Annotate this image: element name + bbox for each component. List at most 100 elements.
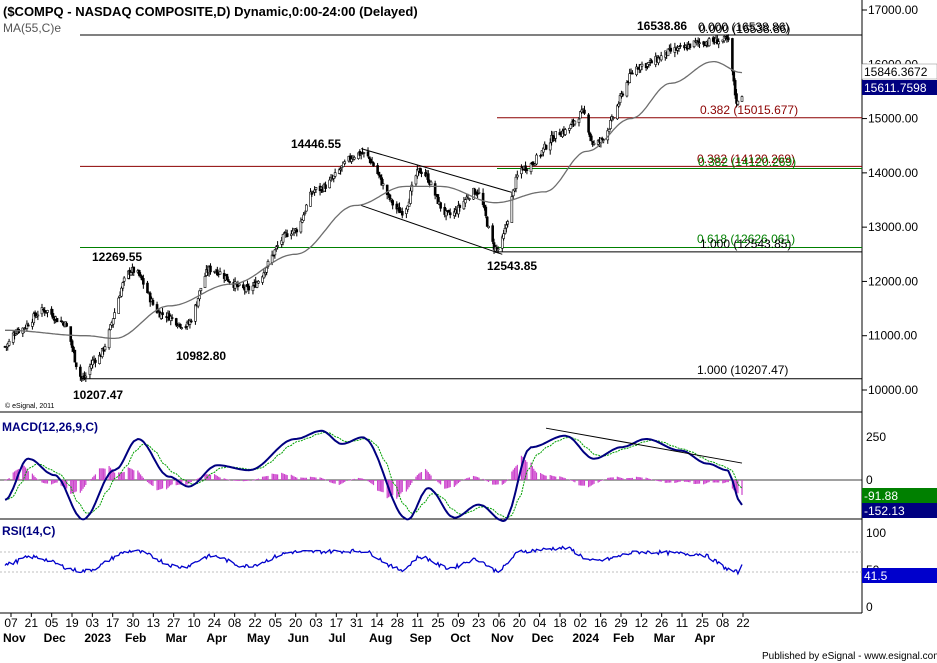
ma-value-text: 15846.3672 (864, 65, 928, 79)
candle-body (583, 109, 586, 114)
time-day-label: 20 (289, 616, 303, 630)
macd-hist-bar (534, 470, 536, 480)
candle-body (381, 183, 385, 186)
macd-hist-bar (494, 480, 497, 485)
candle-body (736, 100, 740, 105)
macd-hist-bar (340, 480, 342, 485)
macd-hist-bar (581, 480, 583, 486)
candle-body (55, 318, 59, 323)
candle-body (539, 155, 542, 157)
macd-hist-bar (371, 480, 373, 485)
candle-body (22, 328, 26, 330)
macd-hist-bar (26, 469, 28, 480)
candle-body (257, 281, 260, 284)
macd-hist-bar (689, 480, 691, 483)
macd-hist-bar (503, 480, 505, 484)
macd-hist-bar (372, 480, 375, 486)
candle-body (113, 312, 116, 319)
candle-body (209, 265, 212, 273)
macd-hist-bar (94, 474, 97, 480)
macd-hist-bar (15, 470, 17, 480)
macd-hist-bar (492, 480, 494, 485)
macd-hist-bar (582, 480, 584, 486)
macd-hist-bar (120, 472, 123, 480)
macd-hist-bar (429, 473, 431, 480)
candle-body (305, 204, 308, 212)
macd-hist-bar (350, 479, 353, 481)
macd-hist-bar (549, 475, 551, 480)
macd-hist-bar (513, 467, 516, 480)
macd-hist-bar (338, 480, 340, 485)
macd-hist-bar (52, 480, 54, 484)
candle-body (274, 246, 278, 249)
macd-hist-bar (398, 480, 401, 496)
time-day-label: 31 (350, 616, 364, 630)
candle-body (631, 72, 634, 75)
macd-hist-bar (331, 480, 334, 484)
candle-body (70, 340, 74, 348)
macd-hist-bar (148, 480, 150, 484)
candle-body (233, 281, 237, 289)
candle-body (577, 118, 581, 123)
macd-hist-bar (27, 471, 29, 480)
candle-body (505, 224, 508, 229)
candle-body (122, 277, 126, 282)
candle-body (194, 304, 197, 322)
macd-hist-bar (678, 480, 680, 482)
candle-body (535, 154, 538, 165)
macd-hist-bar (218, 476, 220, 480)
macd-hist-bar (216, 475, 218, 480)
macd-hist-bar (572, 480, 575, 482)
macd-hist-bar (138, 472, 140, 480)
rsi-tick-100: 100 (866, 526, 886, 540)
candle-body (387, 193, 390, 195)
candle-body (79, 366, 82, 377)
candle-body (121, 282, 125, 289)
macd-hist-bar (533, 468, 535, 480)
candle-body (273, 249, 277, 256)
candle-body (698, 42, 701, 44)
macd-hist-bar (168, 480, 170, 487)
macd-hist-bar (640, 477, 642, 480)
candle-body (353, 157, 356, 160)
macd-hist-bar (659, 480, 661, 482)
macd-hist-bar (545, 475, 547, 480)
candle-body (328, 179, 331, 189)
candle-body (503, 228, 507, 234)
macd-hist-bar (670, 480, 672, 483)
macd-hist-bar (440, 480, 442, 485)
macd-hist-bar (267, 475, 269, 480)
candle-body (669, 47, 673, 52)
macd-hist-bar (282, 473, 284, 480)
macd-hist-bar (64, 480, 66, 488)
macd-hist-bar (457, 480, 460, 484)
macd-hist-bar (305, 477, 307, 480)
macd-hist-bar (608, 477, 610, 480)
macd-hist-bar (213, 474, 216, 480)
time-month-label: Mar (166, 631, 188, 645)
candle-body (481, 192, 485, 205)
candle-body (285, 233, 289, 237)
candle-body (510, 196, 514, 223)
macd-hist-bar (382, 480, 384, 493)
macd-hist-bar (177, 480, 179, 485)
macd-hist-bar (118, 472, 120, 480)
candle-body (94, 359, 97, 363)
candle-body (333, 172, 337, 177)
candle-body (677, 46, 681, 49)
macd-signal-line (4, 431, 743, 519)
macd-hist-bar (555, 476, 557, 480)
candle-body (199, 287, 203, 291)
macd-hist-bar (420, 471, 423, 480)
candle-body (484, 206, 488, 216)
macd-hist-bar (459, 480, 461, 482)
macd-hist-bar (156, 480, 158, 491)
macd-hist-bar (381, 480, 383, 492)
macd-hist-bar (424, 468, 427, 480)
macd-hist-bar (313, 477, 316, 480)
macd-hist-bar (426, 470, 428, 480)
candle-body (731, 38, 734, 72)
macd-hist-bar (253, 479, 255, 481)
published-text: Published by eSignal - www.esignal.com (762, 651, 937, 662)
macd-hist-bar (360, 478, 362, 480)
